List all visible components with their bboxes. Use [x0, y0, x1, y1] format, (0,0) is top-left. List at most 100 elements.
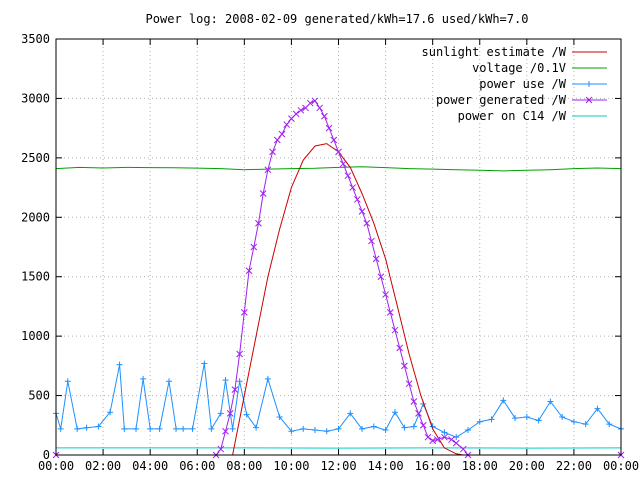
data-point — [382, 427, 389, 434]
data-point — [208, 425, 215, 432]
y-tick-label: 500 — [28, 389, 50, 403]
data-point — [229, 425, 236, 432]
data-point — [222, 377, 229, 384]
data-point — [180, 425, 187, 432]
x-tick-label: 18:00 — [462, 459, 498, 473]
x-tick-label: 16:00 — [415, 459, 451, 473]
data-point — [64, 378, 71, 385]
data-point — [217, 410, 224, 417]
data-point — [276, 413, 283, 420]
data-point — [173, 425, 180, 432]
y-tick-label: 1000 — [21, 329, 50, 343]
data-point — [500, 397, 507, 404]
data-point — [166, 378, 172, 385]
data-point — [250, 243, 258, 251]
data-point — [321, 112, 328, 120]
data-point — [107, 409, 114, 416]
data-point — [424, 433, 432, 441]
data-point — [377, 273, 385, 281]
tick-labels: 0 500 1000 1500 2000 2500 3000 3500 00:00 02:00 04… — [21, 32, 639, 473]
data-point — [368, 237, 375, 245]
data-point — [201, 360, 208, 367]
data-point — [273, 136, 281, 144]
data-point — [452, 439, 460, 447]
data-point — [316, 104, 324, 112]
data-point — [401, 362, 408, 370]
data-point — [335, 425, 342, 432]
data-point — [410, 398, 418, 405]
data-point — [476, 418, 483, 425]
x-tick-label: 22:00 — [556, 459, 592, 473]
legend-label: power generated /W — [436, 93, 567, 107]
data-point — [372, 255, 380, 263]
data-point — [236, 378, 243, 385]
data-point — [391, 326, 399, 334]
data-point — [570, 418, 577, 425]
x-tick-label: 00:00 — [603, 459, 639, 473]
x-tick-label: 12:00 — [320, 459, 356, 473]
x-tick-label: 02:00 — [85, 459, 121, 473]
y-tick-label: 3000 — [21, 91, 50, 105]
x-tick-label: 10:00 — [273, 459, 309, 473]
data-point — [259, 190, 267, 197]
data-point — [278, 130, 286, 138]
data-point — [535, 417, 542, 424]
legend-label: sunlight estimate /W — [422, 45, 567, 59]
data-point — [264, 375, 271, 382]
data-point — [236, 350, 243, 358]
data-point — [240, 309, 248, 316]
data-point — [253, 424, 260, 431]
x-tick-label: 04:00 — [132, 459, 168, 473]
data-point — [311, 427, 318, 434]
data-point — [226, 410, 234, 417]
data-point — [116, 361, 123, 368]
data-point — [594, 405, 601, 412]
legend-label: voltage /0.1V — [472, 61, 566, 75]
legend-label: power use /W — [479, 77, 566, 91]
data-point — [559, 413, 566, 420]
data-point — [133, 425, 140, 432]
data-point — [269, 148, 276, 156]
data-point — [441, 433, 448, 441]
data-point — [347, 410, 354, 417]
y-tick-label: 1500 — [21, 270, 50, 284]
data-point — [306, 99, 314, 107]
legend-marker — [586, 81, 592, 87]
x-tick-label: 00:00 — [38, 459, 74, 473]
data-point — [283, 121, 291, 128]
data-point — [415, 410, 422, 417]
data-point — [300, 425, 307, 432]
data-point — [189, 425, 196, 432]
data-point — [231, 386, 239, 393]
legend-marker — [585, 96, 593, 104]
data-point — [448, 436, 455, 443]
data-point — [386, 309, 394, 316]
x-tick-label: 14:00 — [368, 459, 404, 473]
data-point — [217, 445, 225, 453]
data-point — [222, 427, 229, 435]
y-tick-label: 0 — [43, 448, 50, 462]
data-point — [523, 413, 530, 420]
data-point — [363, 219, 371, 227]
data-point — [330, 136, 338, 144]
data-point — [292, 110, 300, 118]
series-line — [232, 143, 464, 456]
series-line — [56, 100, 621, 456]
data-point — [288, 428, 295, 435]
data-point — [488, 416, 495, 423]
data-point — [401, 424, 408, 431]
data-point — [245, 267, 253, 275]
series-layer — [52, 97, 625, 459]
data-point — [95, 423, 102, 430]
data-point — [147, 425, 154, 432]
y-tick-label: 3500 — [21, 32, 50, 46]
data-point — [255, 219, 262, 227]
data-point — [264, 166, 272, 174]
chart-title: Power log: 2008-02-09 generated/kWh=17.6… — [146, 12, 529, 26]
data-point — [335, 148, 342, 156]
data-point — [359, 425, 366, 432]
data-point — [434, 436, 441, 443]
data-point — [396, 344, 404, 352]
data-point — [441, 429, 448, 436]
